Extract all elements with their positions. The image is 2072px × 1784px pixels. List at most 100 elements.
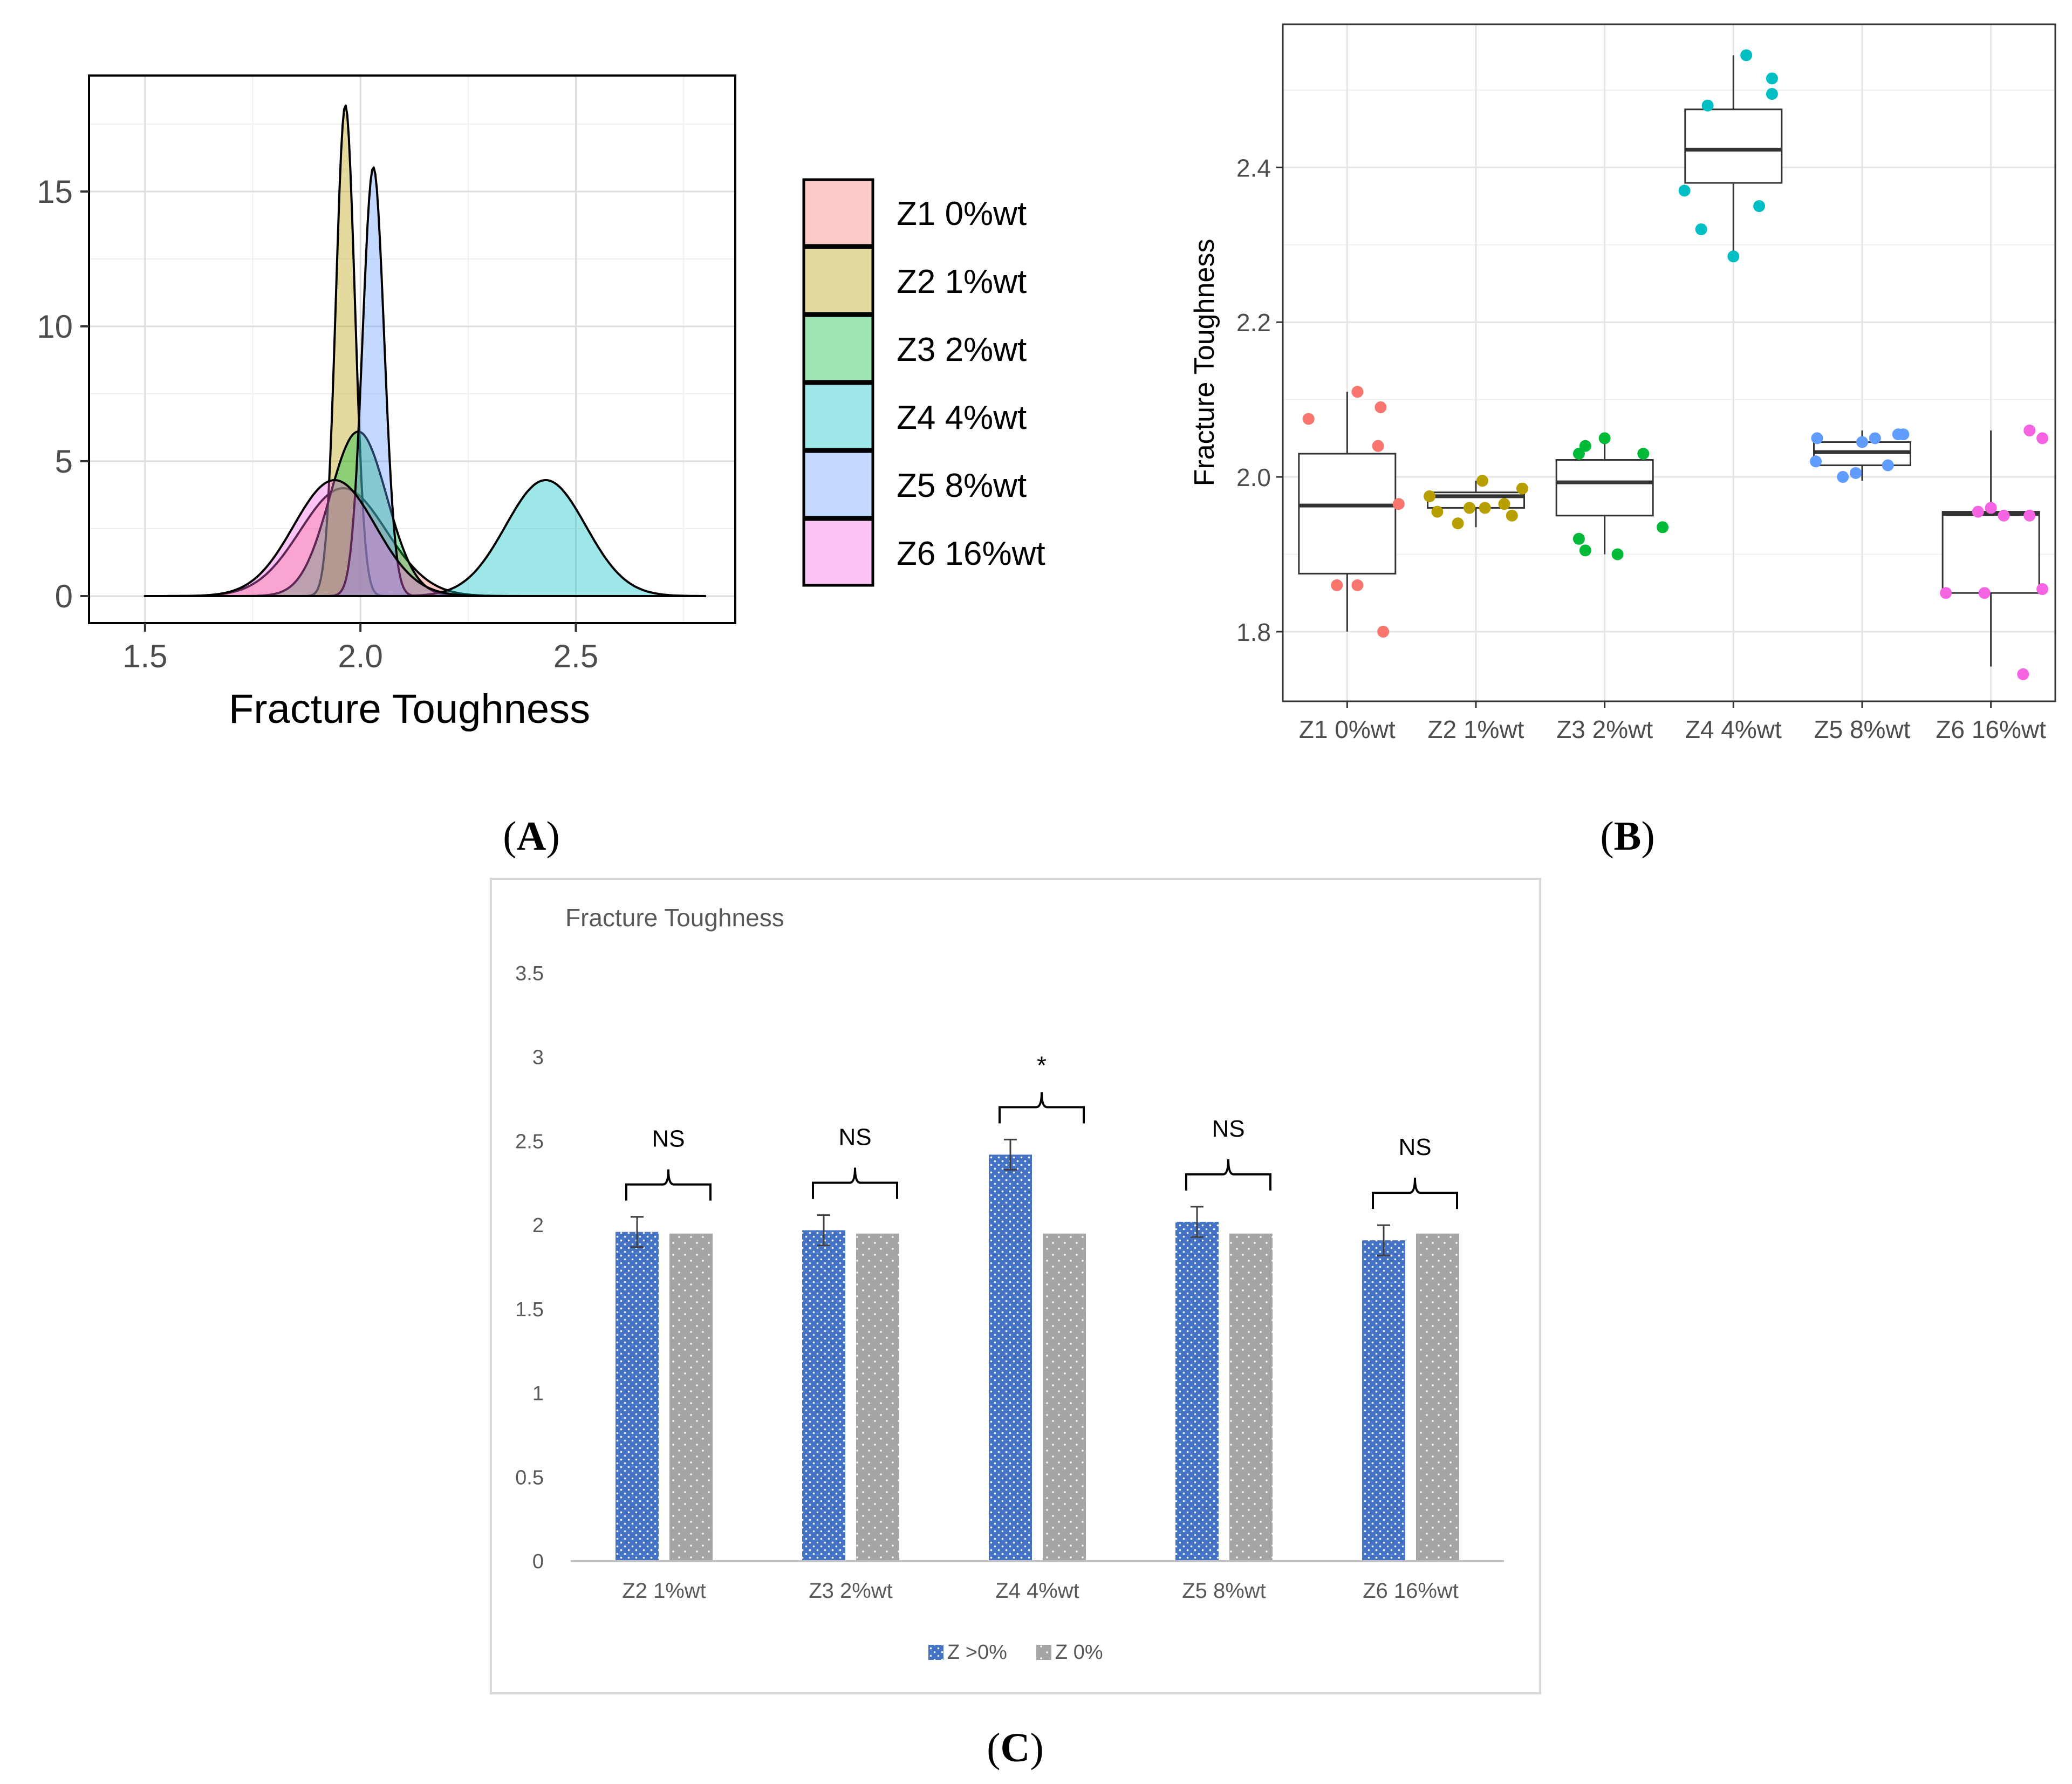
boxplot-point-6: [2017, 668, 2029, 680]
boxplot-point-4: [1695, 223, 1707, 236]
panel-c-legend-label-blue: Z >0%: [947, 1641, 1007, 1664]
panel-c-legend-label-gray: Z 0%: [1055, 1641, 1103, 1664]
panel-c-bars: [616, 1138, 1459, 1561]
panel-b-gridlines: [1283, 24, 2055, 701]
bar-z-gt-0-1: [616, 1232, 659, 1561]
bar-z-0-1: [669, 1233, 713, 1561]
boxplot-box-6: [1941, 511, 2040, 594]
boxplot-point-4: [1701, 99, 1714, 112]
bar-z-gt-0-2: [802, 1230, 845, 1561]
density-curve-5: [143, 166, 707, 597]
panel-b-boxplot-chart: 1.8 2.0 2.2 2.4 Z1 0%wt Z2 1%wt Z3 2%wt Z4 4%w…: [1189, 23, 2056, 743]
boxplot-point-6: [1940, 587, 1952, 599]
panel-b-x-tick-label: Z2 1%wt: [1428, 715, 1524, 743]
boxplot-point-6: [1998, 509, 2010, 522]
panel-b-y-tick-label: 2.2: [1236, 309, 1271, 337]
boxplot-point-1: [1372, 440, 1384, 452]
panel-b-y-tick-label: 1.8: [1236, 618, 1271, 646]
panel-a-legend-label-1: Z1 0%wt: [897, 195, 1027, 233]
bar-z-0-3: [1043, 1233, 1086, 1561]
panel-c-y-tick-label: 2.5: [515, 1130, 544, 1153]
boxplot-point-4: [1753, 200, 1766, 213]
boxplot-point-3: [1637, 448, 1650, 460]
boxplot-box-1: [1298, 453, 1397, 575]
boxplot-point-2: [1452, 517, 1464, 530]
boxplot-point-5: [1810, 455, 1822, 468]
boxplot-point-2: [1431, 505, 1444, 518]
panel-c-x-tick-label: Z4 4%wt: [995, 1579, 1079, 1603]
svg-text:(B): (B): [1600, 814, 1654, 859]
significance-label-4: NS: [1212, 1116, 1244, 1142]
boxplot-point-6: [2036, 583, 2049, 596]
panel-b-x-tick-label: Z5 8%wt: [1814, 715, 1911, 743]
panel-c-significance-annotations: NS NS * NS NS: [625, 1051, 1458, 1209]
density-curve-3: [143, 430, 707, 597]
boxplot-point-2: [1476, 475, 1488, 487]
svg-text:(C): (C): [987, 1725, 1044, 1771]
panel-a-y-tick-label: 5: [55, 443, 73, 480]
panel-a-y-tick-label: 15: [37, 174, 73, 210]
panel-b-x-tick-label: Z1 0%wt: [1299, 715, 1396, 743]
panel-a-legend-key-4: [802, 382, 874, 451]
boxplot-point-2: [1516, 482, 1528, 495]
boxplot-point-3: [1611, 548, 1624, 561]
panel-a-legend-key-3: [802, 314, 874, 383]
bar-z-0-4: [1229, 1233, 1273, 1561]
bar-z-gt-0-5: [1362, 1240, 1405, 1561]
panel-b-y-tick-label: 2.0: [1236, 463, 1271, 491]
boxplot-point-5: [1856, 436, 1868, 448]
panel-a-x-tick-label: 2.5: [553, 638, 598, 674]
boxplot-point-2: [1498, 498, 1510, 510]
panel-b-y-axis: 1.8 2.0 2.2 2.4: [1236, 154, 1283, 646]
boxplot-point-6: [1978, 587, 1991, 599]
significance-label-3: *: [1037, 1051, 1047, 1079]
boxplot-point-1: [1377, 625, 1390, 638]
significance-label-2: NS: [838, 1124, 871, 1150]
bar-z-gt-0-4: [1175, 1221, 1219, 1561]
significance-label-1: NS: [652, 1126, 685, 1152]
panel-b-y-tick-label: 2.4: [1236, 154, 1271, 182]
panel-c-legend-key-gray: [1036, 1645, 1051, 1660]
boxplot-point-3: [1598, 432, 1611, 445]
boxplot-point-1: [1331, 579, 1343, 591]
panel-a-y-tick-label: 0: [55, 578, 73, 614]
boxplot-point-4: [1766, 88, 1778, 100]
panel-c-chart-title: Fracture Toughness: [565, 904, 784, 932]
significance-label-5: NS: [1398, 1134, 1431, 1160]
panel-b-x-axis: Z1 0%wt Z2 1%wt Z3 2%wt Z4 4%wt Z5 8%wt Z6 16…: [1299, 701, 2046, 743]
boxplot-point-4: [1766, 72, 1778, 85]
boxplot-point-3: [1579, 440, 1591, 452]
boxplot-point-1: [1302, 413, 1315, 425]
boxplot-point-4: [1727, 250, 1740, 263]
panel-a-x-axis: 1.5 2.0 2.5: [122, 623, 598, 674]
panel-b-y-axis-label: Fracture Toughness: [1189, 239, 1220, 487]
panel-c-x-tick-label: Z5 8%wt: [1182, 1579, 1266, 1603]
panel-b-points: [1302, 49, 2049, 680]
density-curve-6: [143, 479, 707, 597]
boxplot-point-6: [2023, 425, 2036, 436]
panel-b-plot-frame: [1282, 23, 2056, 702]
bar-z-gt-0-3: [989, 1154, 1032, 1561]
boxplot-point-2: [1464, 502, 1476, 514]
panel-a-legend-key-5: [802, 450, 874, 519]
panel-c-y-tick-label: 3.5: [515, 962, 544, 985]
boxplot-point-2: [1506, 509, 1518, 522]
panel-a-y-tick-label: 10: [37, 309, 73, 345]
boxplot-point-6: [1985, 502, 1997, 514]
boxplot-point-3: [1572, 532, 1585, 545]
panel-a-gridlines: [89, 76, 735, 623]
boxplot-point-5: [1897, 428, 1910, 441]
panel-a-density-chart: 1.5 2.0 2.5 0 5 10 15 Fracture Toughness Z1 0…: [37, 74, 1045, 732]
boxplot-point-5: [1869, 432, 1881, 445]
panel-c-y-tick-label: 1.5: [515, 1298, 544, 1321]
panel-c-x-tick-label: Z2 1%wt: [622, 1579, 706, 1603]
panel-b-x-tick-label: Z3 2%wt: [1556, 715, 1653, 743]
panel-label-b: (B): [1600, 814, 1654, 859]
boxplot-point-1: [1392, 498, 1405, 510]
density-curve-2: [143, 104, 707, 597]
panel-a-x-tick-label: 1.5: [122, 638, 167, 674]
boxplot-point-3: [1579, 544, 1591, 557]
panel-c-y-tick-label: 1: [532, 1383, 544, 1405]
boxplot-box-3: [1555, 459, 1654, 517]
